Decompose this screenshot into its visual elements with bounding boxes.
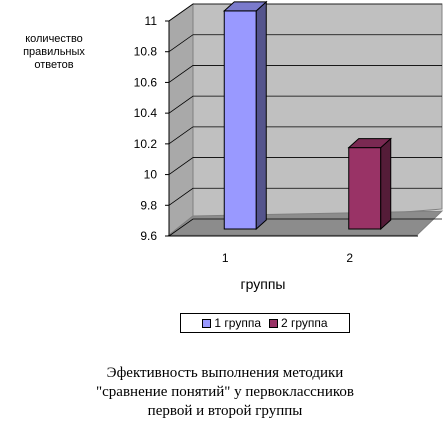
chart-side-wall (168, 3, 194, 237)
legend-item-group-2: 2 группа (269, 316, 328, 330)
legend-swatch-group-2 (269, 318, 278, 328)
gridline (168, 65, 442, 83)
y-tick-label: 10.8 (134, 45, 158, 59)
gridline (168, 95, 442, 114)
gridline (168, 34, 442, 53)
chart-legend: 1 группа 2 группа (180, 313, 350, 333)
caption-line-3: первой и второй группы (147, 403, 303, 419)
gridline (168, 3, 442, 22)
y-axis-label: количество правильных ответов (23, 33, 85, 71)
y-tick-label: 9.8 (140, 198, 157, 212)
bar-top (347, 138, 393, 149)
caption-line-1: Эфективность выполнения методики (106, 365, 344, 381)
chart-3d-bar: 11 10.8 10.6 10.4 10.2 10 9.8 9.6 1 2 (134, 0, 444, 265)
caption-line-2: "сравнение понятий" у первоклассников (96, 384, 354, 400)
x-tick-label: 2 (346, 251, 353, 265)
y-tick-label: 10.4 (134, 106, 158, 120)
bar-front (348, 147, 382, 230)
x-tick-label: 1 (222, 251, 229, 265)
bar-top (222, 1, 268, 12)
bar-side (255, 0, 267, 231)
y-tick-label: 10.2 (134, 137, 158, 151)
legend-item-group-1: 1 группа (202, 316, 261, 330)
y-tick-label: 11 (145, 14, 158, 28)
bar-group-2 (347, 137, 393, 231)
bar-side (380, 137, 392, 231)
legend-swatch-group-1 (202, 318, 212, 328)
chart-back-wall (168, 3, 443, 232)
chart-caption: Эфективность выполнения методики "сравне… (40, 364, 410, 421)
gridline (168, 126, 442, 145)
bar-group-1 (222, 0, 268, 231)
x-axis-label: группы (240, 276, 286, 292)
y-tick-label: 10 (144, 168, 158, 182)
legend-label-group-1: 1 группа (214, 316, 261, 330)
y-tick-label: 10.6 (134, 75, 158, 89)
y-tick-label: 9.6 (140, 229, 157, 243)
legend-label-group-2: 2 группа (281, 316, 328, 330)
bar-front (223, 10, 257, 230)
